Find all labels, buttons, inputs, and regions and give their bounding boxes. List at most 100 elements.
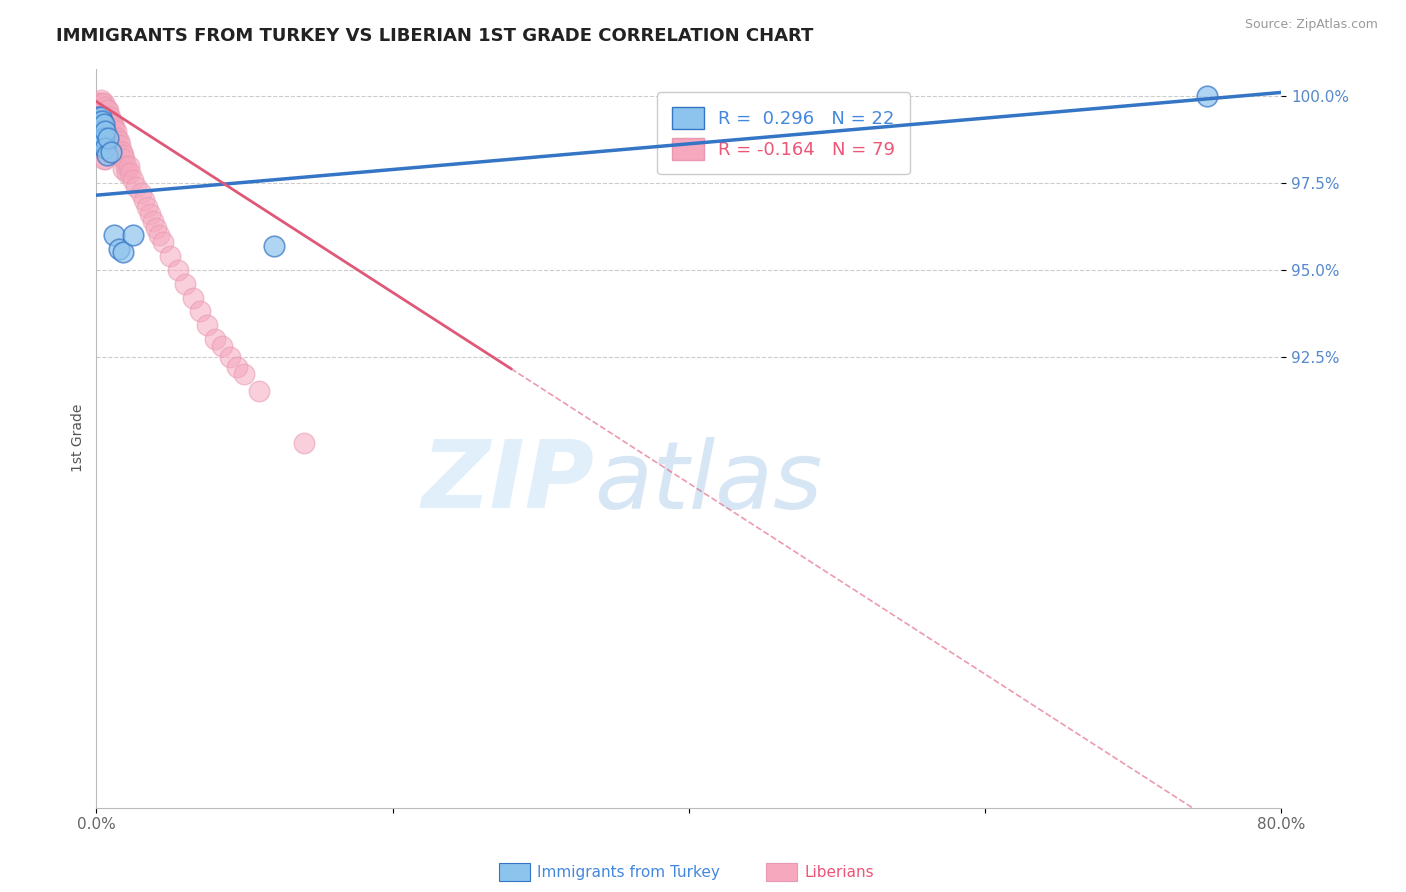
Point [148, 228, 170, 243]
Point [90, 124, 112, 138]
Point [111, 162, 134, 177]
Point [188, 304, 211, 318]
Point [98, 124, 121, 138]
Point [107, 242, 129, 256]
Point [91, 113, 114, 128]
Point [100, 128, 122, 142]
Point [181, 291, 204, 305]
Point [226, 359, 249, 374]
Point [91, 120, 114, 135]
Point [89, 124, 111, 138]
Point [96, 128, 118, 142]
Point [104, 124, 127, 138]
Point [233, 367, 256, 381]
Point [96, 113, 118, 128]
Point [197, 318, 219, 333]
Point [122, 172, 145, 186]
Point [211, 339, 233, 353]
Point [94, 141, 117, 155]
Legend: R =  0.296   N = 22, R = -0.164   N = 79: R = 0.296 N = 22, R = -0.164 N = 79 [657, 93, 910, 174]
Point [174, 277, 197, 291]
Point [93, 131, 115, 145]
Point [103, 120, 125, 135]
Point [97, 103, 120, 118]
Point [107, 148, 129, 162]
Point [89, 110, 111, 124]
Point [90, 93, 112, 107]
Point [97, 113, 120, 128]
Point [100, 113, 122, 128]
Text: Immigrants from Turkey: Immigrants from Turkey [537, 865, 720, 880]
Point [96, 141, 118, 155]
Point [129, 186, 152, 201]
Point [93, 110, 115, 124]
Point [90, 137, 112, 152]
Point [159, 249, 181, 263]
Point [94, 124, 117, 138]
Point [120, 166, 142, 180]
Text: Liberians: Liberians [804, 865, 875, 880]
Point [204, 332, 226, 346]
Point [292, 436, 315, 450]
Point [111, 148, 134, 162]
Point [218, 350, 240, 364]
Point [94, 100, 117, 114]
Point [110, 145, 132, 159]
Point [90, 110, 112, 124]
Point [97, 128, 120, 142]
Point [94, 124, 117, 138]
Point [111, 245, 134, 260]
Point [91, 135, 114, 149]
Point [91, 135, 114, 149]
Point [90, 103, 112, 118]
Point [247, 384, 270, 399]
Point [93, 137, 115, 152]
Point [100, 145, 122, 159]
Point [87, 106, 110, 120]
Text: Source: ZipAtlas.com: Source: ZipAtlas.com [1244, 18, 1378, 31]
Point [135, 200, 157, 214]
Point [100, 141, 122, 155]
Point [145, 221, 167, 235]
Point [138, 207, 160, 221]
Point [87, 120, 110, 135]
Point [87, 110, 110, 124]
Point [166, 262, 188, 277]
Point [98, 110, 121, 124]
Text: atlas: atlas [593, 437, 823, 528]
Point [103, 228, 125, 243]
Point [152, 235, 174, 249]
Point [94, 152, 117, 166]
Point [105, 131, 128, 145]
Point [96, 103, 118, 118]
Text: ZIP: ZIP [420, 436, 593, 528]
Point [114, 152, 136, 166]
Point [93, 117, 115, 131]
Point [122, 228, 145, 243]
Text: IMMIGRANTS FROM TURKEY VS LIBERIAN 1ST GRADE CORRELATION CHART: IMMIGRANTS FROM TURKEY VS LIBERIAN 1ST G… [56, 27, 814, 45]
Point [97, 145, 120, 159]
Point [101, 117, 124, 131]
Point [93, 152, 115, 166]
Point [103, 135, 125, 149]
Point [87, 96, 110, 111]
Point [93, 124, 115, 138]
Point [263, 238, 285, 252]
Point [90, 117, 112, 131]
Point [93, 96, 115, 111]
Point [118, 159, 141, 173]
Point [101, 131, 124, 145]
Y-axis label: 1st Grade: 1st Grade [72, 404, 86, 472]
Point [87, 120, 110, 135]
Point [142, 214, 165, 228]
Point [117, 166, 139, 180]
Point [96, 148, 118, 162]
Point [108, 137, 131, 152]
Point [89, 113, 111, 128]
Point [89, 96, 111, 111]
Point [91, 106, 114, 120]
Point [125, 179, 148, 194]
Point [90, 131, 112, 145]
Point [115, 159, 138, 173]
Point [1197, 89, 1219, 103]
